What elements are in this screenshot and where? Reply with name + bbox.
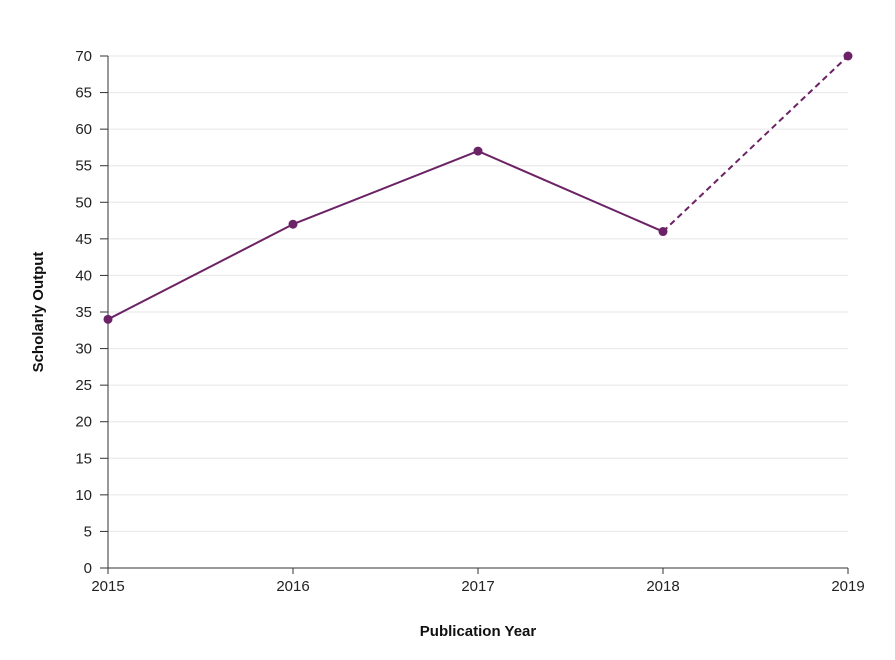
series-segment bbox=[107, 223, 294, 321]
y-tick-label: 15 bbox=[75, 450, 92, 467]
series-segment-dashed bbox=[662, 55, 849, 233]
x-tick-label: 2018 bbox=[646, 578, 679, 595]
y-tick-label: 40 bbox=[75, 267, 92, 284]
y-tick-label: 55 bbox=[75, 158, 92, 175]
x-tick-label: 2015 bbox=[91, 578, 124, 595]
y-tick-label: 65 bbox=[75, 85, 92, 102]
x-tick-label: 2017 bbox=[461, 578, 494, 595]
x-tick-label: 2019 bbox=[831, 578, 864, 595]
y-tick-label: 25 bbox=[75, 377, 92, 394]
y-tick-label: 20 bbox=[75, 414, 92, 431]
y-tick-label: 50 bbox=[75, 194, 92, 211]
series bbox=[103, 51, 853, 324]
x-tick-label: 2016 bbox=[276, 578, 309, 595]
y-axis-ticks: 0 5 10 15 20 25 30 35 40 45 50 55 60 65 70 bbox=[75, 48, 108, 577]
y-tick-label: 60 bbox=[75, 121, 92, 138]
data-point[interactable] bbox=[473, 146, 483, 156]
x-axis-title: Publication Year bbox=[420, 623, 537, 640]
y-tick-label: 5 bbox=[84, 523, 92, 540]
y-axis-title: Scholarly Output bbox=[30, 252, 47, 373]
y-tick-label: 0 bbox=[84, 560, 92, 577]
series-segment bbox=[477, 150, 664, 233]
y-tick-label: 35 bbox=[75, 304, 92, 321]
grid bbox=[108, 55, 848, 532]
data-point[interactable] bbox=[288, 219, 298, 229]
y-tick-label: 30 bbox=[75, 341, 92, 358]
y-tick-label: 45 bbox=[75, 231, 92, 248]
data-point[interactable] bbox=[103, 314, 113, 324]
y-tick-label: 10 bbox=[75, 487, 92, 504]
data-point[interactable] bbox=[843, 51, 853, 61]
x-axis-ticks: 2015 2016 2017 2018 2019 bbox=[91, 568, 865, 595]
y-tick-label: 70 bbox=[75, 48, 92, 65]
series-segment bbox=[292, 150, 479, 226]
data-point[interactable] bbox=[658, 227, 668, 237]
